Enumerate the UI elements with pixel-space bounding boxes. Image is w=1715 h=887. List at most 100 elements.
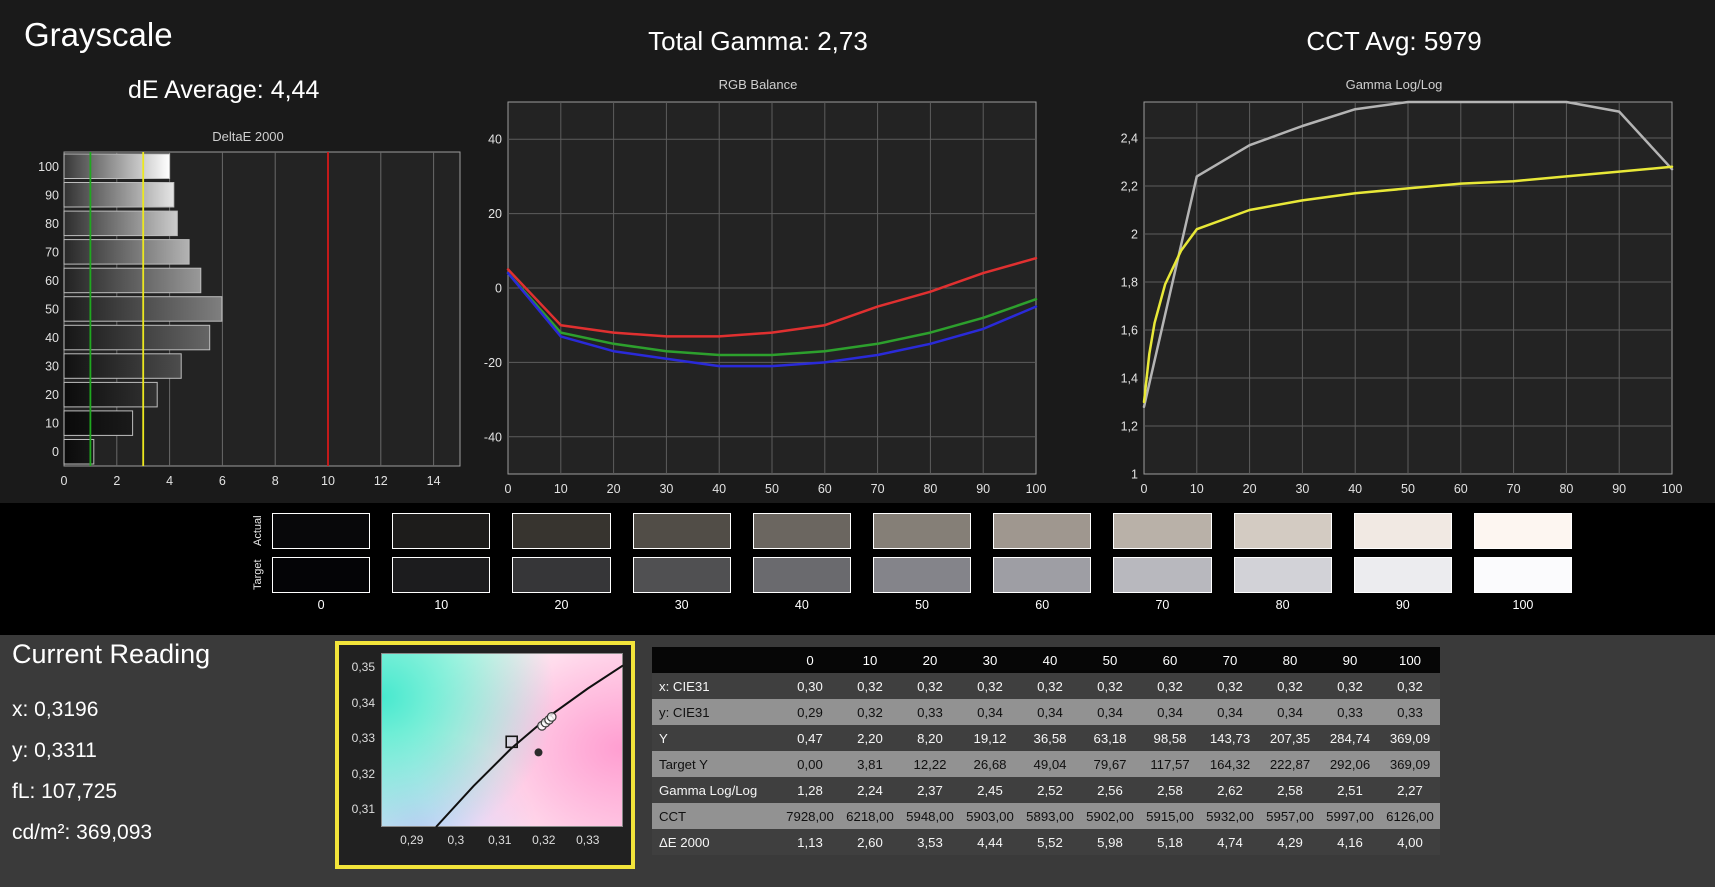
table-cell: 0,00 xyxy=(780,751,840,777)
de-average-label: dE Average: 4,44 xyxy=(128,76,320,104)
table-cell: 284,74 xyxy=(1320,725,1380,751)
column-header: 20 xyxy=(900,647,960,673)
table-cell: 4,29 xyxy=(1260,829,1320,855)
table-cell: 0,32 xyxy=(1200,673,1260,699)
table-cell: 0,34 xyxy=(1140,699,1200,725)
column-header xyxy=(652,647,780,673)
table-cell: 2,56 xyxy=(1080,777,1140,803)
table-row: CCT 7928,00 6218,00 5948,00 5903,00 5893,00 59… xyxy=(652,803,1440,829)
svg-text:80: 80 xyxy=(45,217,59,231)
svg-text:2: 2 xyxy=(113,474,120,488)
row-label: Y xyxy=(652,725,780,751)
target-swatch-20 xyxy=(512,557,611,593)
svg-text:70: 70 xyxy=(45,245,59,259)
row-label: ΔE 2000 xyxy=(652,829,780,855)
cie-y-tick: 0,33 xyxy=(351,731,375,746)
column-header: 100 xyxy=(1380,647,1440,673)
actual-row-label: Actual xyxy=(252,515,264,547)
table-cell: 5,98 xyxy=(1080,829,1140,855)
table-cell: 8,20 xyxy=(900,725,960,751)
svg-text:70: 70 xyxy=(1507,482,1521,496)
table-cell: 2,51 xyxy=(1320,777,1380,803)
svg-text:40: 40 xyxy=(712,482,726,496)
table-cell: 0,34 xyxy=(960,699,1020,725)
actual-swatch-80 xyxy=(1233,513,1332,549)
target-row-label: Target xyxy=(252,559,264,591)
column-header: 40 xyxy=(1020,647,1080,673)
swatch-level-label: 20 xyxy=(554,598,569,612)
svg-text:1: 1 xyxy=(1131,468,1138,482)
actual-swatch-40 xyxy=(752,513,851,549)
svg-text:10: 10 xyxy=(321,474,335,488)
svg-text:0: 0 xyxy=(61,474,68,488)
row-label: y: CIE31 xyxy=(652,699,780,725)
swatch-column-80: 80 xyxy=(1233,513,1332,612)
actual-swatch-60 xyxy=(993,513,1092,549)
svg-text:-20: -20 xyxy=(484,356,502,370)
column-header: 90 xyxy=(1320,647,1380,673)
cie-y-tick: 0,32 xyxy=(351,766,375,781)
svg-text:40: 40 xyxy=(488,133,502,147)
svg-text:10: 10 xyxy=(1190,482,1204,496)
swatch-level-label: 90 xyxy=(1395,598,1410,612)
svg-text:-40: -40 xyxy=(484,430,502,444)
row-label: Target Y xyxy=(652,751,780,777)
table-cell: 5,52 xyxy=(1020,829,1080,855)
table-cell: 79,67 xyxy=(1080,751,1140,777)
svg-text:40: 40 xyxy=(45,331,59,345)
actual-swatch-10 xyxy=(392,513,491,549)
table-cell: 0,32 xyxy=(1020,673,1080,699)
table-cell: 2,37 xyxy=(900,777,960,803)
cie-x-tick: 0,33 xyxy=(576,833,600,847)
swatch-level-label: 70 xyxy=(1155,598,1170,612)
swatch-strip: Actual Target 0 10 20 30 40 50 60 70 80 90 100 xyxy=(0,503,1715,635)
table-cell: 2,45 xyxy=(960,777,1020,803)
table-cell: 0,33 xyxy=(900,699,960,725)
column-header: 10 xyxy=(840,647,900,673)
cie-x-tick: 0,29 xyxy=(400,833,424,847)
table-header-row: 0 10 20 30 40 50 60 70 80 90 100 xyxy=(652,647,1440,673)
table-row: Target Y 0,00 3,81 12,22 26,68 49,04 79,67 117,… xyxy=(652,751,1440,777)
table-cell: 36,58 xyxy=(1020,725,1080,751)
table-cell: 5932,00 xyxy=(1200,803,1260,829)
page-title: Grayscale xyxy=(24,16,173,53)
table-cell: 369,09 xyxy=(1380,725,1440,751)
table-cell: 5915,00 xyxy=(1140,803,1200,829)
svg-text:4: 4 xyxy=(166,474,173,488)
table-cell: 6126,00 xyxy=(1380,803,1440,829)
actual-swatch-30 xyxy=(632,513,731,549)
current-reading-values: x: 0,3196 y: 0,3311 fL: 107,725 cd/m²: 369,… xyxy=(12,689,152,853)
column-header: 30 xyxy=(960,647,1020,673)
cie-x-tick: 0,32 xyxy=(532,833,556,847)
swatch-column-40: 40 xyxy=(752,513,851,612)
table-cell: 1,13 xyxy=(780,829,840,855)
svg-text:90: 90 xyxy=(976,482,990,496)
column-header: 50 xyxy=(1080,647,1140,673)
svg-text:2: 2 xyxy=(1131,228,1138,242)
cie-markers-overlay xyxy=(435,664,623,827)
svg-text:90: 90 xyxy=(45,188,59,202)
measurement-table: 0 10 20 30 40 50 60 70 80 90 100 x: CIE31 0,30 0,32 0,… xyxy=(652,647,1440,855)
table-cell: 4,16 xyxy=(1320,829,1380,855)
rgb-chart-title: RGB Balance xyxy=(718,77,798,92)
table-cell: 2,24 xyxy=(840,777,900,803)
table-cell: 117,57 xyxy=(1140,751,1200,777)
actual-swatch-100 xyxy=(1473,513,1573,549)
table-cell: 143,73 xyxy=(1200,725,1260,751)
table-cell: 98,58 xyxy=(1140,725,1200,751)
svg-text:40: 40 xyxy=(1348,482,1362,496)
reading-value: y: 0,3311 xyxy=(12,739,97,762)
target-swatch-40 xyxy=(752,557,851,593)
current-reading-title: Current Reading xyxy=(12,639,211,669)
table-row: Y 0,47 2,20 8,20 19,12 36,58 63,18 98,58 143,73 2… xyxy=(652,725,1440,751)
table-cell: 0,32 xyxy=(900,673,960,699)
svg-text:0: 0 xyxy=(52,445,59,459)
table-cell: 5893,00 xyxy=(1020,803,1080,829)
table-cell: 4,74 xyxy=(1200,829,1260,855)
cct-average-label: CCT Avg: 5979 xyxy=(1306,26,1482,56)
table-cell: 7928,00 xyxy=(780,803,840,829)
svg-text:1,6: 1,6 xyxy=(1121,324,1138,338)
table-cell: 5903,00 xyxy=(960,803,1020,829)
table-cell: 5948,00 xyxy=(900,803,960,829)
table-cell: 0,34 xyxy=(1020,699,1080,725)
